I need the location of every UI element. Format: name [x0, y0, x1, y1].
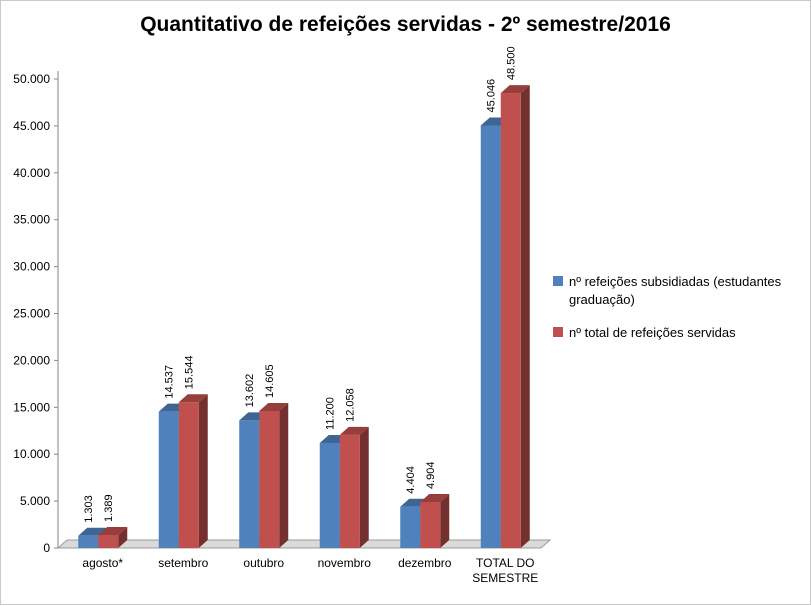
y-tick-label: 35.000 [13, 213, 50, 227]
bar-value-label: 13.602 [244, 374, 256, 408]
x-category-label: SEMESTRE [472, 571, 538, 585]
y-tick-label: 25.000 [13, 307, 50, 321]
y-tick-label: 45.000 [13, 119, 50, 133]
plot-floor [56, 539, 552, 549]
y-tick-label: 20.000 [13, 353, 50, 367]
bar-series0-cat2 [239, 420, 260, 548]
legend-label-subsidiadas: nº refeições subsidiadas (estudantes gra… [569, 274, 782, 307]
x-category-label: agosto* [82, 556, 123, 570]
bar-top-face [339, 426, 369, 435]
bar-value-label: 45.046 [486, 79, 498, 113]
bar-top-face [178, 394, 208, 403]
bar-value-label: 1.389 [103, 494, 115, 522]
bar-series1-cat5 [500, 93, 521, 548]
bar-value-label: 48.500 [506, 46, 518, 80]
bar-series0-cat4 [400, 506, 421, 548]
legend-item-subsidiadas: nº refeições subsidiadas (estudantes gra… [553, 273, 809, 308]
bar-value-label: 15.544 [184, 356, 196, 390]
bar-value-label: 12.058 [345, 388, 357, 422]
chart-title: Quantitativo de refeições servidas - 2º … [140, 13, 671, 36]
y-tick-label: 0 [43, 541, 50, 555]
bar-value-label: 4.404 [405, 466, 417, 494]
x-category-label: dezembro [398, 556, 452, 570]
bar-top-face [420, 494, 450, 503]
bar-side-face [279, 403, 289, 548]
y-tick-label: 40.000 [13, 166, 50, 180]
legend-swatch-blue [553, 276, 563, 286]
bar-side-face [440, 494, 450, 548]
bar-series1-cat4 [420, 502, 441, 548]
bar-top-face [500, 85, 530, 94]
x-category-label: outubro [243, 556, 284, 570]
bar-side-face [520, 85, 530, 548]
bar-series0-cat0 [78, 535, 99, 548]
bar-top-face [259, 403, 289, 412]
bar-value-label: 14.605 [264, 364, 276, 398]
bar-side-face [118, 526, 128, 548]
y-tick-label: 10.000 [13, 447, 50, 461]
bar-series1-cat0 [98, 534, 119, 548]
legend-item-total: nº total de refeições servidas [553, 324, 809, 342]
bar-series0-cat1 [158, 411, 179, 548]
legend: nº refeições subsidiadas (estudantes gra… [553, 273, 809, 342]
bar-series0-cat5 [480, 125, 501, 549]
bar-value-label: 4.904 [425, 461, 437, 489]
bar-series0-cat3 [319, 442, 340, 548]
legend-label-total: nº total de refeições servidas [569, 325, 736, 341]
x-category-label: TOTAL DO [476, 556, 534, 570]
x-category-label: novembro [318, 556, 372, 570]
bar-series1-cat2 [259, 411, 280, 548]
bar-value-label: 11.200 [325, 397, 337, 430]
bar-series1-cat1 [178, 402, 199, 548]
bar-value-label: 14.537 [164, 365, 176, 399]
bar-top-face [98, 526, 128, 535]
legend-swatch-red [553, 327, 563, 338]
x-category-label: setembro [158, 556, 208, 570]
bar-value-label: 1.303 [83, 495, 95, 523]
bar-side-face [198, 394, 208, 548]
y-tick-label: 30.000 [13, 260, 50, 274]
bar-series1-cat3 [339, 434, 360, 548]
y-tick-label: 5.000 [20, 494, 50, 508]
bar-side-face [359, 426, 369, 548]
y-tick-label: 50.000 [13, 72, 50, 86]
y-tick-label: 15.000 [13, 400, 50, 414]
